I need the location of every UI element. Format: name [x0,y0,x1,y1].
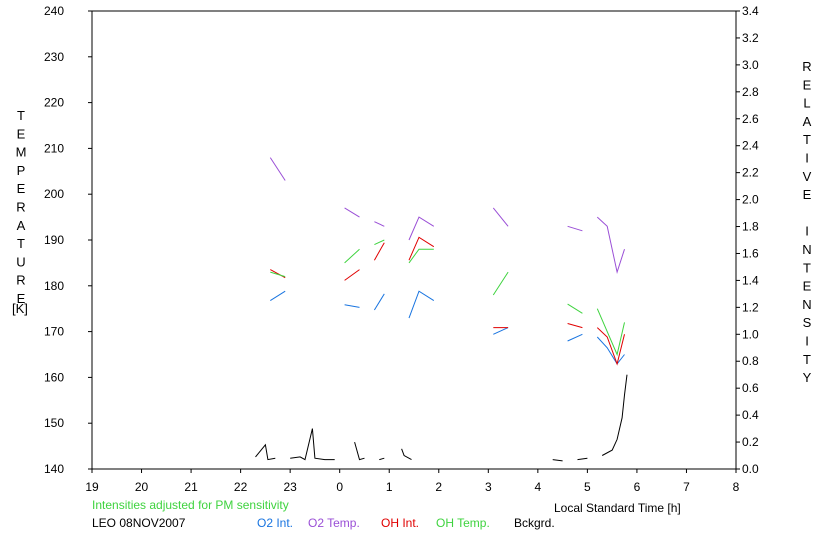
y-right-tick-label: 3.2 [742,31,759,45]
series-line-bckgrd [255,374,628,462]
x-tick-label: 23 [283,480,297,494]
y-right-tick-label: 2.4 [742,139,759,153]
series-line-o2-int [270,290,625,365]
y-right-tick-label: 2.0 [742,193,759,207]
y-right-tick-label: 2.8 [742,85,759,99]
y-right-tick-label: 2.2 [742,166,759,180]
station-date-label: LEO 08NOV2007 [92,516,186,530]
y-right-tick-label: 3.4 [742,4,759,18]
series-layer [255,157,628,462]
y-right-tick-label: 3.0 [742,58,759,72]
y-right-tick-label: 0.0 [742,462,759,476]
x-tick-label: 5 [584,480,591,494]
legend-item: OH Temp. [436,516,490,530]
y-right-tick-label: 1.0 [742,327,759,341]
note-text: Intensities adjusted for PM sensitivity [92,498,289,512]
legend-item: O2 Int. [257,516,293,530]
y-left-tick-label: 230 [44,50,64,64]
y-left-tick-label: 220 [44,96,64,110]
x-axis-title: Local Standard Time [h] [554,501,681,515]
y-right-tick-label: 1.8 [742,220,759,234]
series-line-o2-temp [269,157,625,275]
x-tick-label: 6 [634,480,641,494]
x-tick-label: 22 [234,480,248,494]
x-tick-label: 20 [135,480,149,494]
x-tick-label: 2 [435,480,442,494]
plot-frame [91,10,737,470]
legend: O2 Int. O2 Temp. OH Int. OH Temp. Bckgrd. [257,516,555,530]
y-left-tick-label: 170 [44,325,64,339]
y-axis-right: 0.0 0.2 0.4 0.6 0.8 1.0 1.2 1.4 1.6 1.8 2.0 2.2 2.4 2… [736,4,759,476]
y-left-tick-label: 160 [44,370,64,384]
y-left-tick-label: 140 [44,462,64,476]
x-tick-label: 1 [386,480,393,494]
series-line-oh-temp [270,239,625,357]
y-right-tick-label: 0.8 [742,354,759,368]
x-tick-label: 7 [683,480,690,494]
y-axis-left: 140 150 160 170 180 190 200 210 220 230 240 [44,4,92,476]
y-left-tick-label: 210 [44,141,64,155]
y-right-tick-label: 1.2 [742,300,759,314]
series-line-oh-int [270,236,625,366]
y-left-tick-label: 240 [44,4,64,18]
legend-item: Bckgrd. [514,516,555,530]
y-right-tick-label: 0.6 [742,381,759,395]
y-right-tick-label: 0.4 [742,408,759,422]
y-left-tick-label: 150 [44,416,64,430]
legend-item: OH Int. [381,516,419,530]
y-left-tick-label: 190 [44,233,64,247]
x-axis: 19 20 21 22 23 0 1 2 3 4 5 6 7 8 [85,469,740,494]
x-tick-label: 19 [85,480,99,494]
y-right-tick-label: 1.6 [742,246,759,260]
x-tick-label: 4 [535,480,542,494]
y-right-tick-label: 0.2 [742,435,759,449]
x-tick-label: 21 [184,480,198,494]
y-axis-left-unit: [K] [12,301,28,316]
y-left-tick-label: 200 [44,187,64,201]
y-right-tick-label: 2.6 [742,112,759,126]
y-right-tick-label: 1.4 [742,273,759,287]
y-left-tick-label: 180 [44,279,64,293]
x-tick-label: 0 [336,480,343,494]
x-tick-label: 8 [733,480,740,494]
legend-item: O2 Temp. [308,516,360,530]
x-tick-label: 3 [485,480,492,494]
